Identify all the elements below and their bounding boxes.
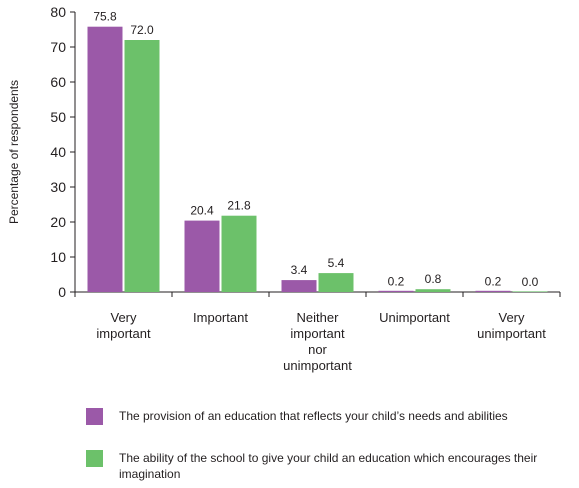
data-label-series-2-1: 72.0 [130,23,154,37]
legend-item-series-1: The provision of an education that refle… [86,408,579,425]
data-label-series-1-3: 3.4 [291,263,308,277]
x-category-label: Neither important nor unimportant [283,310,352,373]
data-label-series-2-3: 5.4 [328,256,345,270]
legend-label-series-2: The ability of the school to give your c… [119,451,538,481]
bar-series-2-5 [512,291,548,292]
legend-swatch-series-2 [86,450,103,467]
bar-series-1-3 [281,280,317,292]
data-label-series-1-4: 0.2 [388,274,405,288]
x-category-label: Very important [96,310,151,341]
y-tick-label: 20 [50,214,66,230]
bar-series-2-4 [415,289,451,292]
legend-swatch-series-1 [86,408,103,425]
bar-series-2-3 [318,273,354,292]
x-category-label: Unimportant [379,310,450,325]
y-tick-label: 60 [50,74,66,90]
legend-label-series-1: The provision of an education that refle… [119,409,508,423]
y-tick-label: 80 [50,4,66,20]
legend-item-series-2: The ability of the school to give your c… [86,450,579,482]
y-tick-label: 40 [50,144,66,160]
bar-series-2-1 [124,40,160,292]
y-tick-label: 50 [50,109,66,125]
data-label-series-1-1: 75.8 [93,10,117,24]
y-tick-label: 30 [50,179,66,195]
bar-series-2-2 [221,215,257,292]
y-tick-label: 70 [50,39,66,55]
bar-series-1-1 [87,26,123,292]
y-tick-label: 10 [50,249,66,265]
bar-series-1-2 [184,220,220,292]
data-label-series-1-2: 20.4 [190,204,214,218]
x-category-label: Important [193,310,248,325]
y-tick-label: 0 [58,284,66,300]
data-label-series-2-4: 0.8 [425,272,442,286]
bar-series-1-5 [475,290,511,292]
y-axis-title: Percentage of respondents [7,80,21,224]
data-label-series-2-5: 0.0 [522,275,539,289]
data-label-series-1-5: 0.2 [485,274,502,288]
bar-series-1-4 [378,290,414,292]
bar-chart: 0 10 20 30 40 50 60 70 80 Percentage of responden… [7,4,561,373]
x-category-label: Very unimportant [477,310,546,341]
data-label-series-2-2: 21.8 [227,199,251,213]
